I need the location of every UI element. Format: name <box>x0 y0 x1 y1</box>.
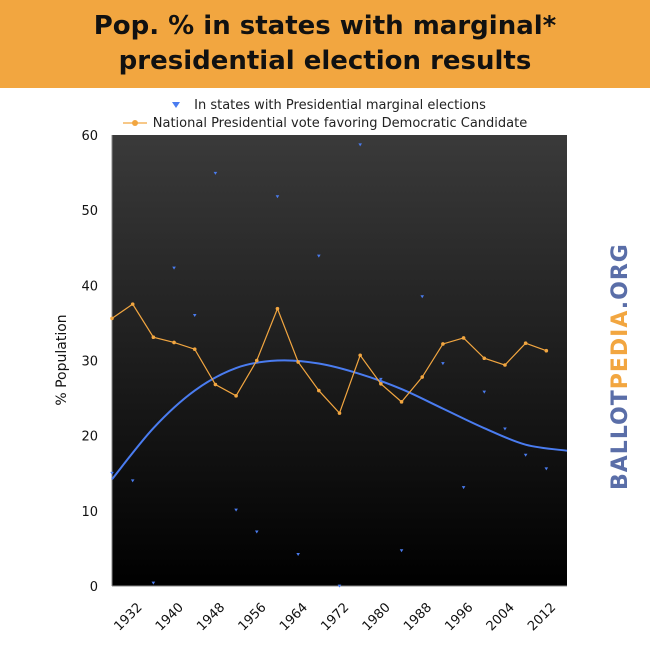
x-tick-label: 1996 <box>442 600 476 634</box>
chart-legend: In states with Presidential marginal ele… <box>0 96 650 132</box>
data-point-marginal <box>254 530 259 534</box>
x-tick-label: 1948 <box>194 600 228 634</box>
data-point-marginal <box>441 362 445 366</box>
data-point-democratic <box>254 358 259 363</box>
x-tick-label: 1988 <box>401 600 435 634</box>
y-axis-label: % Population <box>54 314 70 405</box>
svg-text:BALLOTPEDIA.ORG: BALLOTPEDIA.ORG <box>608 243 633 490</box>
data-point-democratic <box>172 340 176 345</box>
data-point-marginal <box>213 171 218 175</box>
y-tick-label: 60 <box>81 129 98 144</box>
data-point-marginal <box>482 390 487 394</box>
chart-title-line-2: presidential election results <box>118 46 532 76</box>
series-line-democratic <box>111 303 547 415</box>
ballotpedia-watermark: BALLOTPEDIA.ORG <box>608 243 633 490</box>
data-point-democratic <box>523 341 528 346</box>
data-point-marginal <box>110 471 114 475</box>
data-point-marginal <box>317 254 321 258</box>
data-point-democratic <box>192 347 197 352</box>
trendline-marginal <box>111 359 568 480</box>
y-tick-label: 40 <box>81 279 98 294</box>
legend-label-democratic: National Presidential vote favoring Demo… <box>152 115 528 131</box>
y-tick-label: 20 <box>81 430 98 445</box>
line-circle-icon <box>122 120 147 126</box>
data-point-democratic <box>110 316 114 321</box>
data-point-democratic <box>399 400 404 404</box>
data-point-democratic <box>213 382 218 387</box>
data-point-marginal <box>420 295 425 299</box>
data-point-democratic <box>503 363 507 367</box>
brand-ballot: BALLOT <box>608 389 633 490</box>
data-point-marginal <box>192 314 197 317</box>
x-tick-label: 1980 <box>360 600 394 634</box>
y-tick-label: 30 <box>81 355 98 370</box>
brand-org: .ORG <box>608 243 633 309</box>
x-tick-label: 1932 <box>112 600 146 634</box>
brand-pedia: PEDIA <box>608 309 633 389</box>
data-point-democratic <box>130 302 135 306</box>
x-tick-label: 1956 <box>236 600 270 634</box>
data-point-democratic <box>379 382 383 386</box>
data-point-democratic <box>482 356 487 361</box>
data-point-democratic <box>544 348 549 353</box>
chart-title-line-1: Pop. % in states with marginal* <box>93 11 557 41</box>
data-point-democratic <box>441 342 445 346</box>
x-tick-label: 2012 <box>525 600 559 634</box>
data-point-democratic <box>234 394 238 398</box>
data-point-marginal <box>275 195 280 199</box>
y-tick-label: 50 <box>81 204 98 219</box>
legend-item-democratic: National Presidential vote favoring Demo… <box>0 114 650 132</box>
x-tick-label: 2004 <box>484 600 518 634</box>
data-point-marginal <box>399 549 404 553</box>
data-point-marginal <box>337 584 342 588</box>
data-point-democratic <box>151 335 156 339</box>
title-banner: Pop. % in states with marginal* presiden… <box>0 0 650 88</box>
data-point-marginal <box>523 453 528 457</box>
data-point-democratic <box>337 411 342 415</box>
legend-label-marginal: In states with Presidential marginal ele… <box>194 97 486 113</box>
data-point-democratic <box>420 375 425 379</box>
data-point-democratic <box>275 306 280 311</box>
data-point-democratic <box>296 360 300 364</box>
plot-area <box>112 135 567 586</box>
data-point-democratic <box>461 336 466 340</box>
data-point-marginal <box>172 266 176 270</box>
data-point-marginal <box>379 377 383 381</box>
data-point-democratic <box>358 353 362 358</box>
x-tick-label: 1964 <box>277 600 311 634</box>
data-point-marginal <box>503 427 507 431</box>
data-point-marginal <box>461 486 466 490</box>
data-point-marginal <box>234 508 238 512</box>
triangle-down-icon <box>172 102 181 108</box>
x-tick-label: 1972 <box>318 600 352 634</box>
y-tick-label: 10 <box>81 505 98 520</box>
data-point-marginal <box>544 467 549 471</box>
y-tick-label: 0 <box>90 580 98 595</box>
data-point-marginal <box>151 581 156 585</box>
data-point-marginal <box>130 479 135 483</box>
legend-item-marginal: In states with Presidential marginal ele… <box>0 96 650 114</box>
data-point-marginal <box>296 553 300 557</box>
data-point-democratic <box>317 388 321 393</box>
data-point-marginal <box>358 143 362 147</box>
x-tick-label: 1940 <box>153 600 187 634</box>
